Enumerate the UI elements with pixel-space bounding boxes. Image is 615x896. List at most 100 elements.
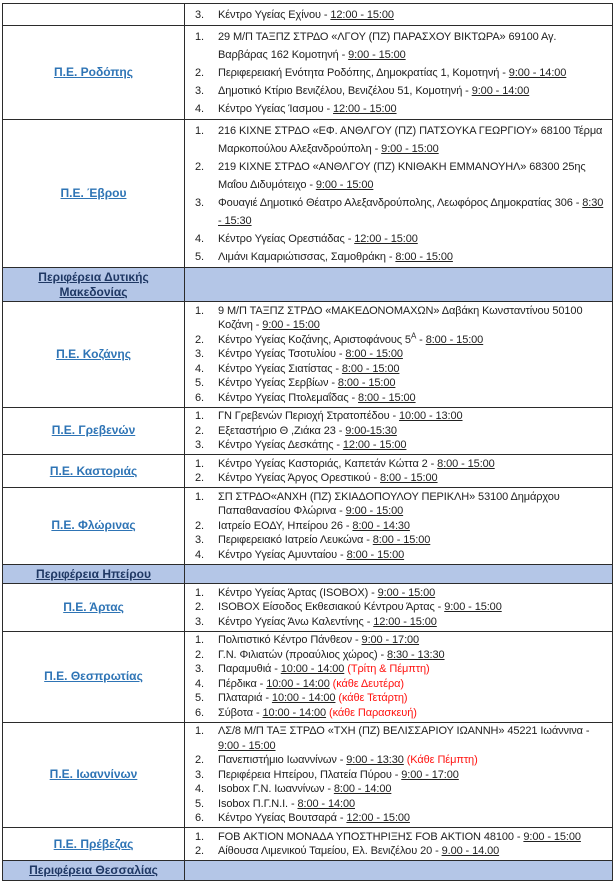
location-item: 2. Κέντρο Υγείας Κοζάνης, Αριστοφάνους 5Α… bbox=[185, 330, 610, 348]
locations-cell: 1. FOB ΑΚΤΙΟΝ ΜΟΝΑΔΑ ΥΠΟΣΤΗΡΙΞΗΣ FOB ΑΚΤΙ… bbox=[185, 828, 612, 860]
item-hours: 8:00 - 14:00 bbox=[297, 797, 355, 810]
location-item: 2. Πανεπιστήμιο Ιωαννίνων - 9:00 - 13:30 … bbox=[185, 753, 610, 768]
location-item: 4. Κέντρο Υγείας Ίασμου - 12:00 - 15:00 bbox=[185, 100, 610, 118]
section-header-label: Περιφέρεια Ηπείρου bbox=[36, 566, 151, 581]
item-number: 2. bbox=[195, 519, 204, 532]
section-header-label: Περιφέρεια Δυτικής Μακεδονίας bbox=[38, 270, 149, 299]
item-text: FOB ΑΚΤΙΟΝ ΜΟΝΑΔΑ ΥΠΟΣΤΗΡΙΞΗΣ FOB ΑΚΤΙΟΝ… bbox=[218, 830, 581, 843]
item-text: Κέντρο Υγείας Κοζάνης, Αριστοφάνους 5Α -… bbox=[218, 330, 484, 346]
location-item: 3. Δημοτικό Κτίριο Βενιζέλου, Βενιζέλου 5… bbox=[185, 82, 610, 100]
location-item: 4. Κέντρο Υγείας Σιατίστας - 8:00 - 15:00 bbox=[185, 362, 610, 377]
item-hours: 10:00 - 14:00 bbox=[266, 677, 330, 690]
item-hours: 12:00 - 15:00 bbox=[373, 615, 437, 628]
item-number: 3. bbox=[195, 615, 204, 628]
item-hours: 10:00 - 13:00 bbox=[399, 410, 463, 422]
region-link[interactable]: Π.Ε. Έβρου bbox=[60, 186, 127, 200]
item-number: 2. bbox=[195, 160, 204, 173]
item-number: 5. bbox=[195, 797, 204, 810]
item-number: 3. bbox=[195, 768, 204, 781]
locations-cell bbox=[185, 565, 612, 584]
item-hours: 10:00 - 14:00 bbox=[262, 706, 327, 719]
region-link[interactable]: Π.Ε. Φλώρινας bbox=[51, 518, 136, 533]
region-link[interactable]: Π.Ε. Γρεβενών bbox=[51, 423, 136, 438]
region-row: Π.Ε. Άρτας 1. Κέντρο Υγείας Άρτας (ISOBOX)… bbox=[3, 584, 612, 632]
location-item: 3. Φουαγιέ Δημοτικό Θέατρο Αλεξανδρούπολη… bbox=[185, 194, 610, 230]
location-item: 2. Κέντρο Υγείας Άργος Ορεστικού - 8:00 -… bbox=[185, 471, 610, 486]
region-row: Π.Ε. Φλώρινας 1. ΣΠ ΣΤΡΔΟ«ΑΝΧΗ (ΠΖ) ΣΚΙΑΔΟ… bbox=[3, 488, 612, 565]
region-link[interactable]: Π.Ε. Ροδόπης bbox=[53, 65, 134, 79]
item-text: Δημοτικό Κτίριο Βενιζέλου, Βενιζέλου 51,… bbox=[218, 84, 530, 97]
location-item: 3. Κέντρο Υγείας Εχίνου - 12:00 - 15:00 bbox=[185, 6, 610, 24]
region-link[interactable]: Π.Ε. Πρέβεζας bbox=[53, 836, 134, 851]
location-item: 3. Κέντρο Υγείας Δεσκάτης - 12:00 - 15:00 bbox=[185, 438, 610, 453]
region-link[interactable]: Π.Ε. Θεσπρωτίας bbox=[44, 669, 143, 683]
item-hours: 12:00 - 15:00 bbox=[342, 439, 407, 451]
location-item: 3. Περιφέρεια Ηπείρου, Πλατεία Πύρου - 9:… bbox=[185, 768, 610, 783]
location-item: 2. Γ.Ν. Φιλιατών (προαύλιος χώρος) - 8:30… bbox=[185, 648, 610, 663]
location-item: 1. ΛΣ/8 Μ/Π ΤΑΞ ΣΤΡΔΟ «ΤΧΗ (ΠΖ) ΒΕΛΙΣΣΑΡΙ… bbox=[185, 724, 610, 753]
location-item: 3. Κέντρο Υγείας Τσοτυλίου - 8:00 - 15:00 bbox=[185, 347, 610, 362]
item-hours: 9:00 - 15:00 bbox=[345, 505, 404, 517]
item-number: 6. bbox=[195, 391, 204, 404]
item-hours: 10:00 - 14:00 bbox=[280, 663, 345, 675]
location-item: 4. Isobox Γ.Ν. Ιωαννίνων - 8:00 - 14:00 bbox=[185, 782, 610, 797]
item-hours: 8:00 - 15:00 bbox=[337, 377, 396, 389]
location-item: 5. Πλαταριά - 10:00 - 14:00 (κάθε Τετάρτη… bbox=[185, 691, 610, 706]
item-text: ΓΝ Γρεβενών Περιοχή Στρατοπέδου - 10:00 … bbox=[218, 410, 463, 422]
region-link[interactable]: Π.Ε. Ιωαννίνων bbox=[49, 767, 138, 782]
location-item: 1. FOB ΑΚΤΙΟΝ ΜΟΝΑΔΑ ΥΠΟΣΤΗΡΙΞΗΣ FOB ΑΚΤΙ… bbox=[185, 830, 610, 845]
region-link[interactable]: Π.Ε. Καστοριάς bbox=[49, 463, 138, 478]
section-header-row: Περιφέρεια Θεσσαλίας bbox=[3, 861, 612, 880]
locations-cell: 1. ΛΣ/8 Μ/Π ΤΑΞ ΣΤΡΔΟ «ΤΧΗ (ΠΖ) ΒΕΛΙΣΣΑΡΙ… bbox=[185, 723, 612, 828]
item-hours: 12:00 - 15:00 bbox=[354, 232, 418, 245]
item-number: 3. bbox=[195, 439, 204, 451]
locations-cell: 1. Κέντρο Υγείας Καστοριάς, Καπετάν Κώττα… bbox=[185, 455, 612, 487]
item-number: 5. bbox=[195, 250, 204, 263]
item-number: 1. bbox=[195, 490, 204, 503]
region-row: Π.Ε. Ιωαννίνων 1. ΛΣ/8 Μ/Π ΤΑΞ ΣΤΡΔΟ «ΤΧΗ … bbox=[3, 722, 612, 828]
region-row: Π.Ε. Καστοριάς 1. Κέντρο Υγείας Καστοριάς,… bbox=[3, 455, 612, 488]
item-text: Κέντρο Υγείας Καστοριάς, Καπετάν Κώττα 2… bbox=[218, 457, 495, 470]
item-number: 1. bbox=[195, 725, 204, 737]
item-number: 2. bbox=[195, 66, 204, 79]
item-note: (Κάθε Πέμπτη) bbox=[403, 754, 478, 766]
region-row: Π.Ε. Ροδόπης 1. 29 Μ/Π ΤΑΞΠΖ ΣΤΡΔΟ «ΛΓΟΥ (… bbox=[3, 26, 612, 120]
locations-cell: 1. Πολιτιστικό Κέντρο Πάνθεον - 9:00 - 17… bbox=[185, 632, 612, 722]
region-name-cell: Π.Ε. Ιωαννίνων bbox=[3, 722, 185, 827]
item-number: 3. bbox=[195, 8, 204, 21]
locations-cell: 1. Κέντρο Υγείας Άρτας (ISOBOX) - 9:00 - … bbox=[185, 584, 612, 631]
item-number: 4. bbox=[195, 783, 204, 795]
region-name-cell: Π.Ε. Φλώρινας bbox=[3, 488, 185, 564]
item-number: 1. bbox=[195, 830, 204, 843]
region-link[interactable]: Π.Ε. Άρτας bbox=[63, 599, 124, 614]
item-hours: 9:00 - 15:00 bbox=[262, 319, 320, 331]
locations-cell bbox=[185, 268, 612, 301]
region-name-cell: Π.Ε. Πρέβεζας bbox=[3, 828, 185, 860]
regions-table: 3. Κέντρο Υγείας Εχίνου - 12:00 - 15:00 Π.… bbox=[2, 3, 613, 881]
location-item: 1. 9 Μ/Π ΤΑΞΠΖ ΣΤΡΔΟ «ΜΑΚΕΔΟΝΟΜΑΧΩΝ» Δαβά… bbox=[185, 304, 610, 333]
location-item: 4. Πέρδικα - 10:00 - 14:00 (κάθε Δευτέρα) bbox=[185, 677, 610, 692]
region-row: Π.Ε. Κοζάνης 1. 9 Μ/Π ΤΑΞΠΖ ΣΤΡΔΟ «ΜΑΚΕΔΟΝ… bbox=[3, 302, 612, 408]
item-text: Πέρδικα - 10:00 - 14:00 (κάθε Δευτέρα) bbox=[218, 677, 404, 690]
item-number: 2. bbox=[195, 601, 204, 613]
region-row: Π.Ε. Θεσπρωτίας 1. Πολιτιστικό Κέντρο Πάνθ… bbox=[3, 631, 612, 723]
item-note: (κάθε Δευτέρα) bbox=[329, 677, 404, 690]
item-hours: 8:30 - 15:30 bbox=[218, 196, 604, 227]
region-row: Π.Ε. Έβρου 1. 216 ΚΙΧΝΕ ΣΤΡΔΟ «ΕΦ. ΑΝΘΛΓΟΥ… bbox=[3, 120, 612, 268]
document-page: 3. Κέντρο Υγείας Εχίνου - 12:00 - 15:00 Π.… bbox=[2, 3, 613, 881]
region-link[interactable]: Π.Ε. Κοζάνης bbox=[56, 346, 131, 361]
item-number: 1. bbox=[195, 410, 204, 422]
item-text: Κέντρο Υγείας Σιατίστας - 8:00 - 15:00 bbox=[218, 362, 400, 375]
item-number: 4. bbox=[195, 232, 204, 245]
section-header-row: Περιφέρεια Δυτικής Μακεδονίας bbox=[3, 268, 612, 302]
item-text: Πολιτιστικό Κέντρο Πάνθεον - 9:00 - 17:0… bbox=[218, 634, 420, 646]
item-text: Πλαταριά - 10:00 - 14:00 (κάθε Τετάρτη) bbox=[218, 692, 408, 704]
item-text: Isobox Γ.Ν. Ιωαννίνων - 8:00 - 14:00 bbox=[218, 783, 392, 795]
item-superscript: Α bbox=[410, 330, 417, 340]
item-text: Πανεπιστήμιο Ιωαννίνων - 9:00 - 13:30 (Κ… bbox=[218, 754, 478, 766]
item-text: Εξεταστήριο Θ ,Ζιάκα 23 - 9:00-15:30 bbox=[218, 424, 397, 437]
item-hours: 8:00 - 15:00 bbox=[358, 391, 416, 404]
item-text: Παραμυθιά - 10:00 - 14:00 (Τρίτη & Πέμπτ… bbox=[218, 663, 430, 675]
item-note: (Τρίτη & Πέμπτη) bbox=[344, 663, 430, 675]
region-row: Π.Ε. Πρέβεζας 1. FOB ΑΚΤΙΟΝ ΜΟΝΑΔΑ ΥΠΟΣΤΗΡ… bbox=[3, 828, 612, 861]
